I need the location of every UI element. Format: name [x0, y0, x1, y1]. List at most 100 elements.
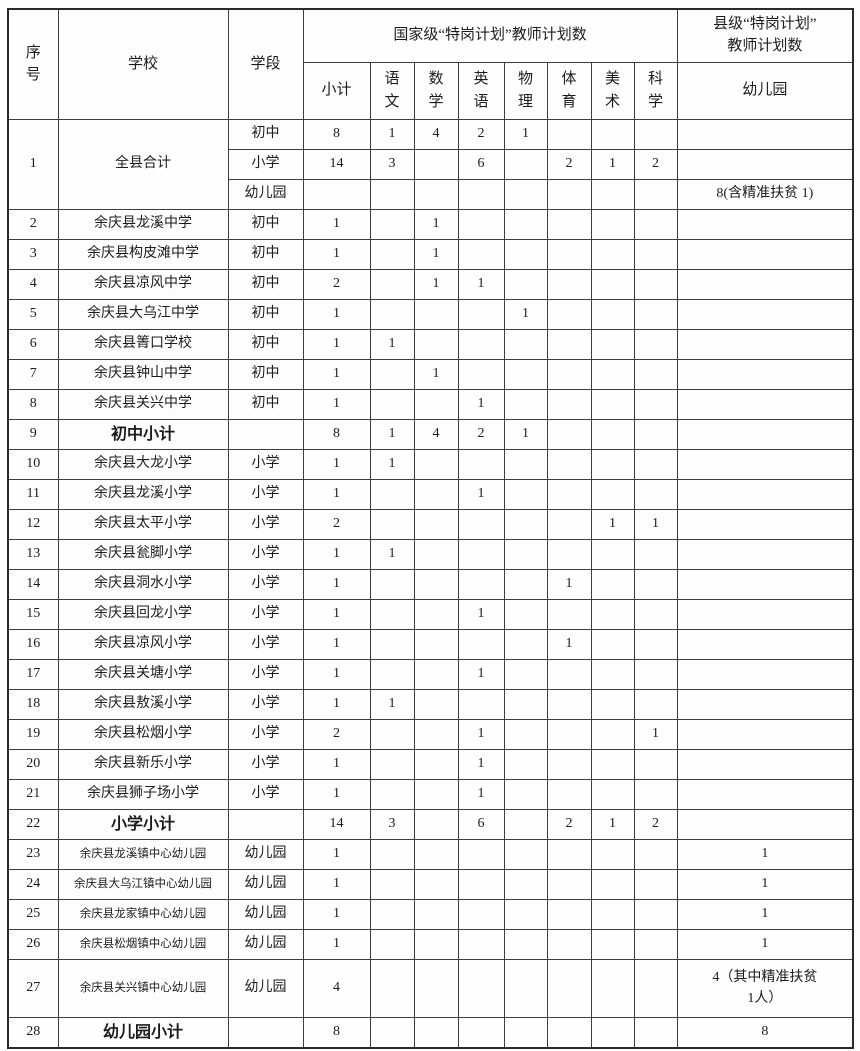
cell-value: [369, 719, 415, 750]
cell-value: 1: [413, 239, 459, 270]
cell-value: [369, 599, 415, 630]
cell-value: 1: [302, 449, 371, 480]
cell-value: [633, 1017, 678, 1048]
cell-school: 余庆县龙溪镇中心幼儿园: [57, 839, 229, 870]
cell-value: [503, 689, 548, 720]
cell-no: 21: [7, 779, 59, 810]
cell-value: [546, 209, 592, 240]
cell-school: 余庆县钟山中学: [57, 359, 229, 390]
cell-value: 1: [369, 329, 415, 360]
cell-value: [369, 629, 415, 660]
cell-value: [413, 899, 459, 930]
cell-value: [503, 479, 548, 510]
cell-value: [633, 689, 678, 720]
cell-no: 25: [7, 899, 59, 930]
cell-value: [633, 419, 678, 450]
cell-value: [633, 449, 678, 480]
cell-kindergarten: [676, 539, 854, 570]
cell-stage: 小学: [227, 449, 304, 480]
cell-kindergarten: [676, 749, 854, 780]
table-row: 26 余庆县松烟镇中心幼儿园 幼儿园 1 1: [7, 929, 854, 960]
cell-value: [369, 929, 415, 960]
cell-school: 余庆县构皮滩中学: [57, 239, 229, 270]
cell-kindergarten: [676, 269, 854, 300]
cell-value: [546, 749, 592, 780]
cell-value: [590, 209, 635, 240]
cell-value: [633, 479, 678, 510]
cell-value: [590, 959, 635, 1018]
cell-value: [590, 539, 635, 570]
cell-no: 19: [7, 719, 59, 750]
cell-school: 余庆县瓮脚小学: [57, 539, 229, 570]
cell-value: 2: [546, 149, 592, 180]
cell-value: 1: [302, 329, 371, 360]
cell-value: [369, 179, 415, 210]
cell-kindergarten: 4（其中精准扶贫 1人）: [676, 959, 854, 1018]
cell-value: [633, 959, 678, 1018]
header-subject-science: 科 学: [633, 62, 678, 120]
cell-value: [413, 299, 459, 330]
cell-value: [546, 239, 592, 270]
cell-value: 1: [503, 299, 548, 330]
header-group-row: 序 号 学校 学段 国家级“特岗计划”教师计划数 县级“特岗计划” 教师计划数: [7, 8, 854, 120]
cell-stage: 幼儿园: [227, 899, 304, 930]
cell-value: [633, 569, 678, 600]
cell-value: [457, 1017, 505, 1048]
cell-value: [413, 149, 459, 180]
cell-stage: 初中: [227, 119, 304, 150]
cell-school: 余庆县太平小学: [57, 509, 229, 540]
cell-value: 1: [302, 659, 371, 690]
cell-value: 6: [457, 149, 505, 180]
cell-value: [413, 959, 459, 1018]
cell-value: [633, 599, 678, 630]
cell-value: 1: [457, 719, 505, 750]
cell-no: 26: [7, 929, 59, 960]
cell-value: 1: [457, 479, 505, 510]
cell-stage: 小学: [227, 659, 304, 690]
cell-value: [457, 929, 505, 960]
cell-school: 余庆县关兴镇中心幼儿园: [57, 959, 229, 1018]
table-row: 3 余庆县构皮滩中学 初中 1 1: [7, 239, 854, 270]
table-row: 5 余庆县大乌江中学 初中 1 1: [7, 299, 854, 330]
cell-value: [503, 269, 548, 300]
table-row: 28 幼儿园小计 8 8: [7, 1017, 854, 1048]
cell-school: 余庆县关塘小学: [57, 659, 229, 690]
table-row: 21 余庆县狮子场小学 小学 1 1: [7, 779, 854, 810]
cell-value: 1: [302, 359, 371, 390]
cell-value: 2: [546, 809, 592, 840]
cell-value: [590, 119, 635, 150]
cell-value: [633, 749, 678, 780]
cell-school: 余庆县敖溪小学: [57, 689, 229, 720]
cell-value: 4: [413, 419, 459, 450]
cell-no: 23: [7, 839, 59, 870]
cell-value: [546, 779, 592, 810]
cell-value: [590, 929, 635, 960]
cell-value: [633, 779, 678, 810]
cell-stage: 小学: [227, 149, 304, 180]
cell-value: 1: [457, 659, 505, 690]
cell-stage: 初中: [227, 359, 304, 390]
table-row: 2 余庆县龙溪中学 初中 1 1: [7, 209, 854, 240]
cell-value: 1: [302, 209, 371, 240]
cell-stage: 小学: [227, 689, 304, 720]
cell-value: 1: [369, 449, 415, 480]
cell-value: 1: [457, 779, 505, 810]
cell-value: 8: [302, 119, 371, 150]
cell-value: [503, 629, 548, 660]
cell-value: [369, 479, 415, 510]
table-row: 6 余庆县箐口学校 初中 1 1: [7, 329, 854, 360]
cell-value: 1: [302, 239, 371, 270]
cell-value: [369, 1017, 415, 1048]
cell-value: 2: [633, 809, 678, 840]
cell-value: [369, 509, 415, 540]
cell-value: [590, 419, 635, 450]
cell-no: 18: [7, 689, 59, 720]
cell-value: [546, 299, 592, 330]
cell-value: [633, 269, 678, 300]
cell-value: [590, 659, 635, 690]
cell-no: 20: [7, 749, 59, 780]
cell-value: [413, 749, 459, 780]
cell-value: [546, 539, 592, 570]
cell-value: [503, 149, 548, 180]
